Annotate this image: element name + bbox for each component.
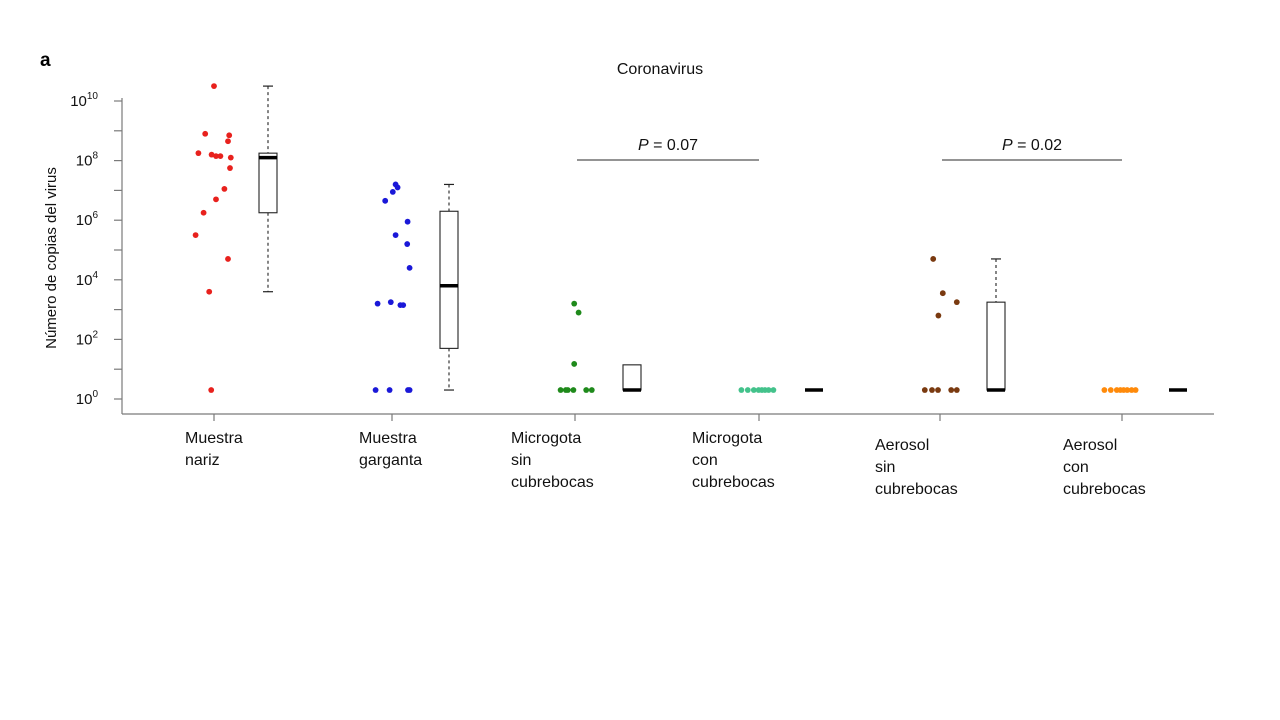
category-labels: Muestra nariz Muestra garganta Microgota sin c… bbox=[185, 430, 1146, 498]
data-point bbox=[557, 387, 564, 393]
data-point bbox=[930, 256, 937, 262]
y-tick-label: 108 bbox=[76, 151, 99, 170]
data-point bbox=[206, 288, 213, 295]
box-plots bbox=[258, 85, 1187, 392]
data-point bbox=[588, 387, 595, 393]
data-point bbox=[948, 387, 955, 393]
data-point bbox=[404, 241, 411, 247]
data-point bbox=[570, 387, 577, 393]
box-plot bbox=[258, 85, 278, 293]
data-point bbox=[372, 387, 379, 393]
data-point bbox=[192, 232, 199, 239]
data-point bbox=[404, 218, 411, 225]
box-plot bbox=[622, 364, 642, 392]
data-point bbox=[921, 387, 928, 393]
data-point bbox=[227, 154, 234, 161]
data-point bbox=[1101, 387, 1108, 393]
data-point bbox=[382, 197, 389, 204]
category-label: Microgota con cubrebocas bbox=[692, 430, 775, 491]
data-point bbox=[387, 299, 394, 306]
data-point bbox=[225, 256, 231, 262]
data-point bbox=[389, 188, 396, 195]
y-tick-label: 104 bbox=[76, 270, 99, 289]
box-plot bbox=[986, 258, 1006, 392]
data-point bbox=[953, 299, 960, 306]
category-label: Muestra nariz bbox=[185, 430, 243, 469]
data-point bbox=[211, 83, 217, 89]
box-iqr bbox=[622, 364, 642, 391]
data-point bbox=[221, 186, 228, 192]
box-iqr bbox=[258, 152, 278, 214]
y-tick-label: 102 bbox=[76, 329, 99, 348]
x-ticks bbox=[213, 414, 1123, 421]
panel-letter: a bbox=[40, 50, 51, 71]
data-point bbox=[1107, 387, 1114, 393]
data-point bbox=[571, 300, 578, 307]
data-point bbox=[213, 196, 219, 203]
category-label: Microgota sin cubrebocas bbox=[511, 430, 594, 491]
data-point bbox=[374, 300, 381, 307]
data-point bbox=[202, 130, 209, 137]
category-label: Muestra garganta bbox=[359, 430, 422, 469]
data-point bbox=[1132, 387, 1139, 393]
y-axis-label: Número de copias del virus bbox=[43, 167, 60, 349]
data-point bbox=[392, 232, 399, 239]
y-tick-label: 106 bbox=[76, 210, 99, 229]
category-label: Aerosol sin cubrebocas bbox=[875, 437, 958, 498]
data-point bbox=[227, 165, 233, 171]
y-tick-label: 1010 bbox=[70, 91, 98, 110]
data-point bbox=[738, 387, 745, 393]
data-point bbox=[226, 132, 233, 139]
y-tick-label: 100 bbox=[76, 389, 99, 408]
significance-brackets: P = 0.07 P = 0.02 bbox=[577, 137, 1122, 161]
data-point bbox=[744, 387, 751, 393]
data-point bbox=[208, 387, 215, 393]
data-point bbox=[200, 209, 207, 216]
category-label: Aerosol con cubrebocas bbox=[1063, 437, 1146, 498]
data-point bbox=[953, 387, 960, 393]
data-point bbox=[1124, 387, 1131, 393]
data-point bbox=[575, 309, 582, 316]
data-points bbox=[192, 83, 1139, 393]
data-point bbox=[564, 387, 571, 393]
y-ticks: 100 102 104 106 108 1010 bbox=[70, 91, 122, 408]
data-point bbox=[770, 387, 777, 393]
box-plot bbox=[439, 183, 459, 391]
data-point bbox=[750, 387, 757, 393]
data-point bbox=[213, 153, 219, 160]
data-point bbox=[208, 151, 215, 158]
box-iqr bbox=[986, 301, 1006, 391]
data-point bbox=[929, 387, 935, 393]
data-point bbox=[571, 361, 578, 367]
data-point bbox=[939, 290, 946, 297]
data-point bbox=[225, 138, 231, 145]
data-point bbox=[400, 302, 407, 309]
data-point bbox=[935, 312, 942, 319]
data-point bbox=[1128, 387, 1135, 393]
data-point bbox=[394, 184, 401, 191]
data-point bbox=[935, 387, 941, 393]
data-point bbox=[583, 387, 590, 393]
box-iqr bbox=[439, 210, 459, 349]
data-point bbox=[386, 387, 393, 393]
chart-title: Coronavirus bbox=[617, 61, 703, 78]
p-value-label: P = 0.07 bbox=[638, 137, 698, 154]
data-point bbox=[406, 387, 413, 393]
data-point bbox=[195, 150, 202, 157]
p-value-label: P = 0.02 bbox=[1002, 137, 1062, 154]
data-point bbox=[217, 153, 224, 160]
data-point bbox=[765, 387, 772, 393]
data-point bbox=[406, 264, 413, 271]
